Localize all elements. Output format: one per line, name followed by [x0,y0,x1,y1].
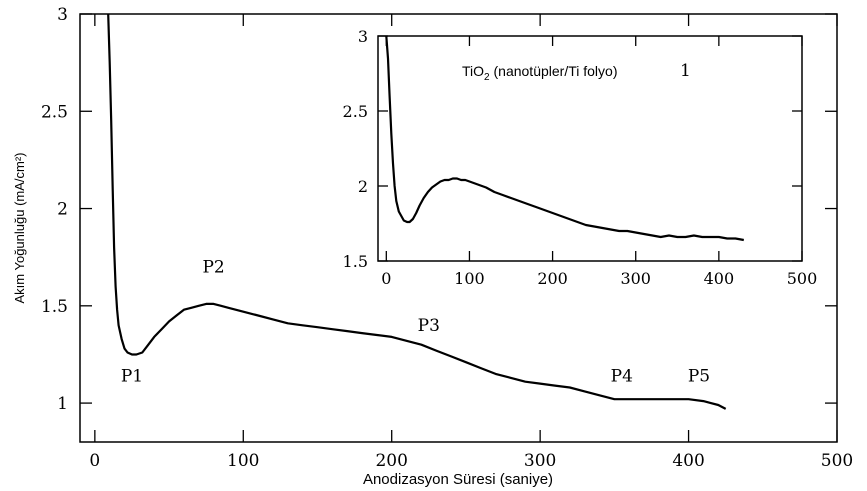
main-x-ticks: 0 100 200 300 400 500 [89,14,853,471]
x-tick-label: 300 [620,269,651,288]
y-tick-label: 1 [57,394,68,414]
y-tick-label: 3 [358,27,368,46]
y-tick-label: 1.5 [343,252,368,271]
x-tick-label: 0 [381,269,391,288]
x-tick-label: 400 [672,451,704,471]
y-axis-label: Akım Yoğunluğu (mA/cm²) [12,152,27,303]
main-annotations: P1 P2 P3 P4 P5 [121,258,710,387]
annotation-p2: P2 [202,258,224,278]
x-tick-label: 500 [821,451,853,471]
y-tick-label: 2.5 [41,102,68,122]
y-tick-label: 1.5 [41,297,68,317]
inset-title: TiO2 (nanotüpler/Ti folyo) [462,63,617,83]
annotation-p1: P1 [121,367,143,387]
inset-plot-frame [377,35,803,262]
inset-x-ticks: 0 100 200 300 400 500 [381,36,817,288]
inset-panel-number: 1 [680,61,691,81]
annotation-p4: P4 [611,367,633,387]
y-tick-label: 2 [358,177,368,196]
main-plot-frame [79,13,838,443]
x-tick-label: 200 [375,451,407,471]
x-tick-label: 500 [787,269,818,288]
x-tick-label: 300 [524,451,556,471]
annotation-p3: P3 [418,316,440,336]
x-tick-label: 200 [537,269,568,288]
y-tick-label: 2 [57,200,68,220]
y-tick-label: 3 [57,5,68,25]
x-tick-label: 400 [704,269,735,288]
main-y-ticks: 1 1.5 2 2.5 3 [41,5,837,414]
annotation-p5: P5 [688,367,710,387]
x-tick-label: 0 [89,451,100,471]
inset-series-line [385,35,744,242]
y-tick-label: 2.5 [343,102,368,121]
x-axis-label: Anodizasyon Süresi (saniye) [363,471,553,488]
main-series-line [107,13,727,410]
x-tick-label: 100 [227,451,259,471]
x-tick-label: 100 [454,269,485,288]
inset-y-ticks: 1.5 2 2.5 3 [343,27,802,271]
